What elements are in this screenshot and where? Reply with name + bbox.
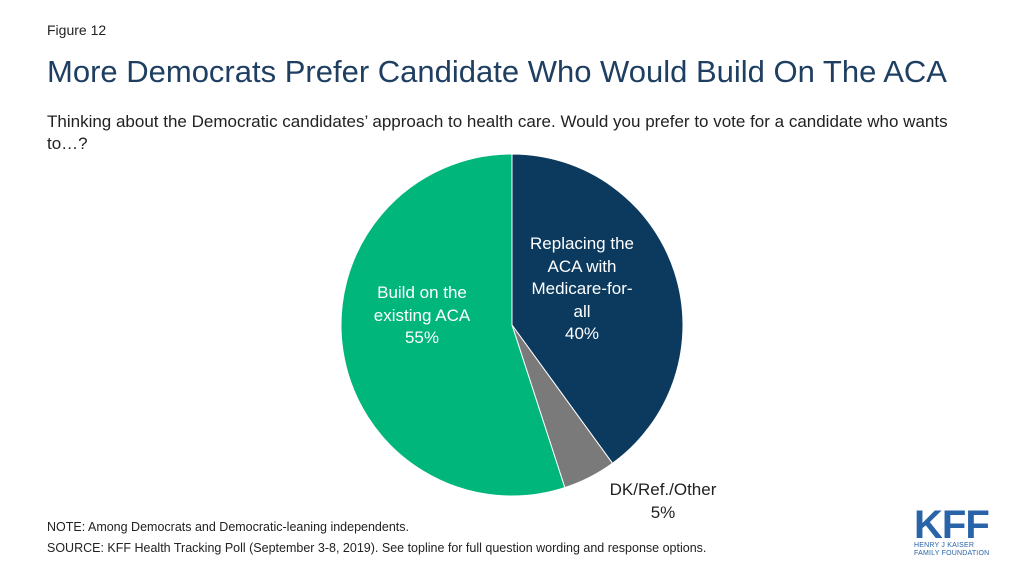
pie-slice-replacing-the-aca-with-medicare-for-all [511, 153, 684, 465]
chart-subtitle: Thinking about the Democratic candidates… [47, 112, 948, 153]
slice-label-line: 40% [564, 324, 600, 343]
slice-label-line: all [573, 301, 591, 321]
pie-slice-build-on-the-existing-aca [340, 153, 566, 497]
slice-label-line: 5% [650, 502, 676, 522]
logo-line-1: HENRY J KAISER [914, 542, 975, 549]
chart-source: SOURCE: KFF Health Tracking Poll (Septem… [47, 541, 707, 555]
slice-label-line: ACA with [547, 256, 617, 276]
slice-label-replacing-the-aca-with-medicare-for-all: Replacing the ACA with Medicare-for-all 40% [530, 233, 634, 346]
slice-label-line: 55% [404, 328, 440, 347]
slice-label-line: DK/Ref./Other [609, 480, 717, 499]
figure-label: Figure 12 [47, 22, 107, 38]
logo-mark: KFF [914, 503, 990, 547]
slice-label-line: Medicare-for- [531, 279, 633, 298]
slice-label-build-on-the-existing-aca: Build on the existing ACA 55% [374, 282, 470, 350]
chart-note: NOTE: Among Democrats and Democratic-lea… [47, 520, 409, 534]
logo-line-2: FAMILY FOUNDATION [914, 550, 990, 557]
slice-label-line: existing ACA [373, 305, 471, 325]
chart-title: More Democrats Prefer Candidate Who Woul… [47, 54, 947, 89]
slice-label-dk-ref-other: DK/Ref./Other 5% [610, 479, 717, 524]
slice-label-line: Replacing the [530, 234, 634, 253]
kff-logo: KFF HENRY J KAISER FAMILY FOUNDATION [914, 503, 994, 558]
slice-label-line: Build on the [377, 283, 467, 302]
